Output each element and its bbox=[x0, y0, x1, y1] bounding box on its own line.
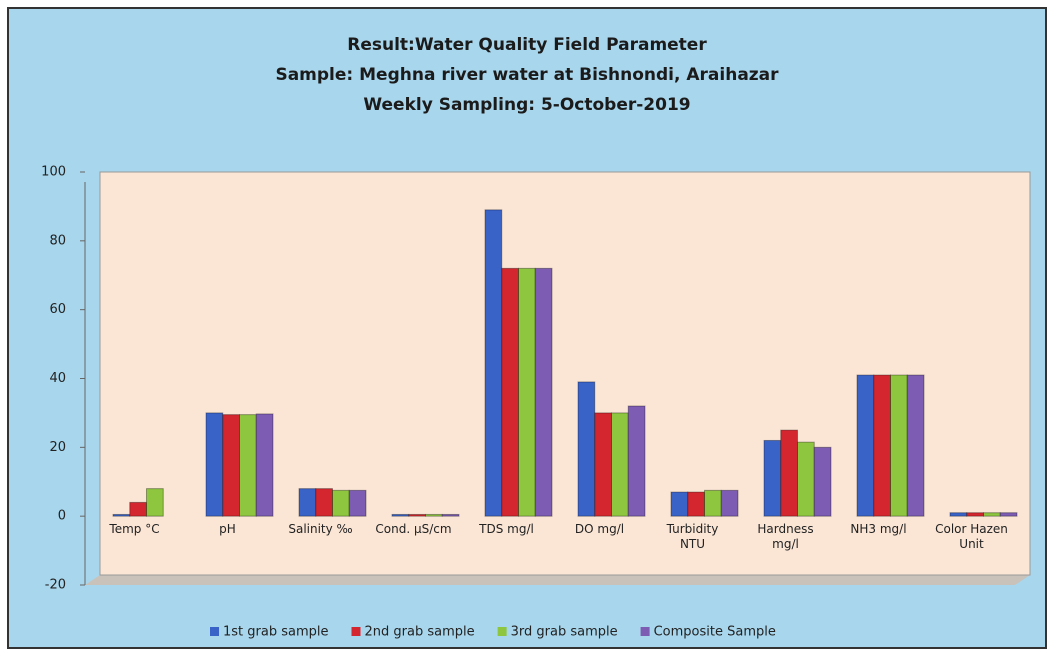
bar bbox=[441, 513, 460, 517]
x-tick-label: Color Hazen Unit bbox=[935, 522, 1008, 552]
bar bbox=[873, 374, 892, 517]
bar bbox=[298, 488, 317, 517]
bar bbox=[501, 267, 520, 517]
bar bbox=[856, 374, 875, 517]
bar bbox=[222, 414, 240, 517]
bar bbox=[966, 512, 985, 517]
bar bbox=[890, 374, 908, 517]
bar bbox=[205, 412, 224, 517]
legend-label: 2nd grab sample bbox=[365, 625, 475, 640]
floor bbox=[85, 575, 1030, 585]
bar bbox=[999, 512, 1018, 517]
x-tick-label: DO mg/l bbox=[574, 522, 625, 537]
bar bbox=[255, 413, 274, 517]
bar bbox=[332, 489, 350, 517]
bar bbox=[408, 513, 427, 517]
bar bbox=[315, 488, 334, 517]
x-tick-label: pH bbox=[219, 522, 236, 537]
bar bbox=[146, 488, 164, 517]
x-tick-label: Hardness mg/l bbox=[757, 522, 814, 552]
y-tick-label: 20 bbox=[49, 440, 66, 455]
bar bbox=[577, 381, 596, 517]
bar bbox=[949, 512, 968, 517]
x-tick-label: Cond. µS/cm bbox=[375, 522, 452, 537]
bar bbox=[239, 414, 257, 517]
bar bbox=[112, 513, 131, 517]
bar bbox=[906, 374, 925, 517]
bar bbox=[391, 513, 410, 517]
y-tick-label: 80 bbox=[49, 233, 66, 248]
y-tick-label: 40 bbox=[49, 371, 66, 386]
y-tick-label: 0 bbox=[58, 509, 66, 524]
chart-title: Weekly Sampling: 5-October-2019 bbox=[363, 95, 690, 115]
x-tick-label: Turbidity NTU bbox=[666, 522, 719, 552]
bar bbox=[780, 429, 799, 517]
bar bbox=[518, 267, 536, 517]
y-tick-label: -20 bbox=[45, 578, 66, 593]
legend-swatch bbox=[351, 627, 361, 636]
bar bbox=[670, 491, 689, 517]
bar bbox=[983, 512, 1001, 517]
bar bbox=[763, 439, 782, 517]
chart-title: Result:Water Quality Field Parameter bbox=[347, 35, 707, 55]
bar bbox=[129, 501, 147, 517]
bar bbox=[627, 405, 646, 517]
chart-title: Sample: Meghna river water at Bishnondi,… bbox=[275, 65, 779, 85]
legend-swatch bbox=[210, 627, 219, 636]
bar bbox=[687, 491, 706, 517]
y-tick-label: 60 bbox=[49, 302, 66, 317]
bar bbox=[348, 489, 367, 517]
legend-swatch bbox=[497, 627, 507, 636]
x-tick-label: Salinity ‰ bbox=[288, 522, 353, 537]
bar bbox=[611, 412, 629, 517]
legend-label: 3rd grab sample bbox=[511, 625, 618, 640]
bar bbox=[704, 489, 722, 517]
bar bbox=[534, 267, 553, 517]
legend-label: 1st grab sample bbox=[223, 625, 329, 640]
x-tick-label: NH3 mg/l bbox=[850, 522, 907, 537]
legend-swatch bbox=[640, 627, 650, 636]
bar bbox=[797, 441, 815, 517]
bar bbox=[425, 513, 443, 517]
x-tick-label: TDS mg/l bbox=[479, 522, 534, 537]
bar bbox=[594, 412, 613, 517]
bar bbox=[484, 209, 503, 517]
x-tick-label: Temp °C bbox=[109, 522, 160, 537]
legend-label: Composite Sample bbox=[654, 625, 776, 640]
bar bbox=[720, 489, 739, 517]
bar bbox=[813, 446, 832, 517]
y-tick-label: 100 bbox=[41, 165, 66, 180]
